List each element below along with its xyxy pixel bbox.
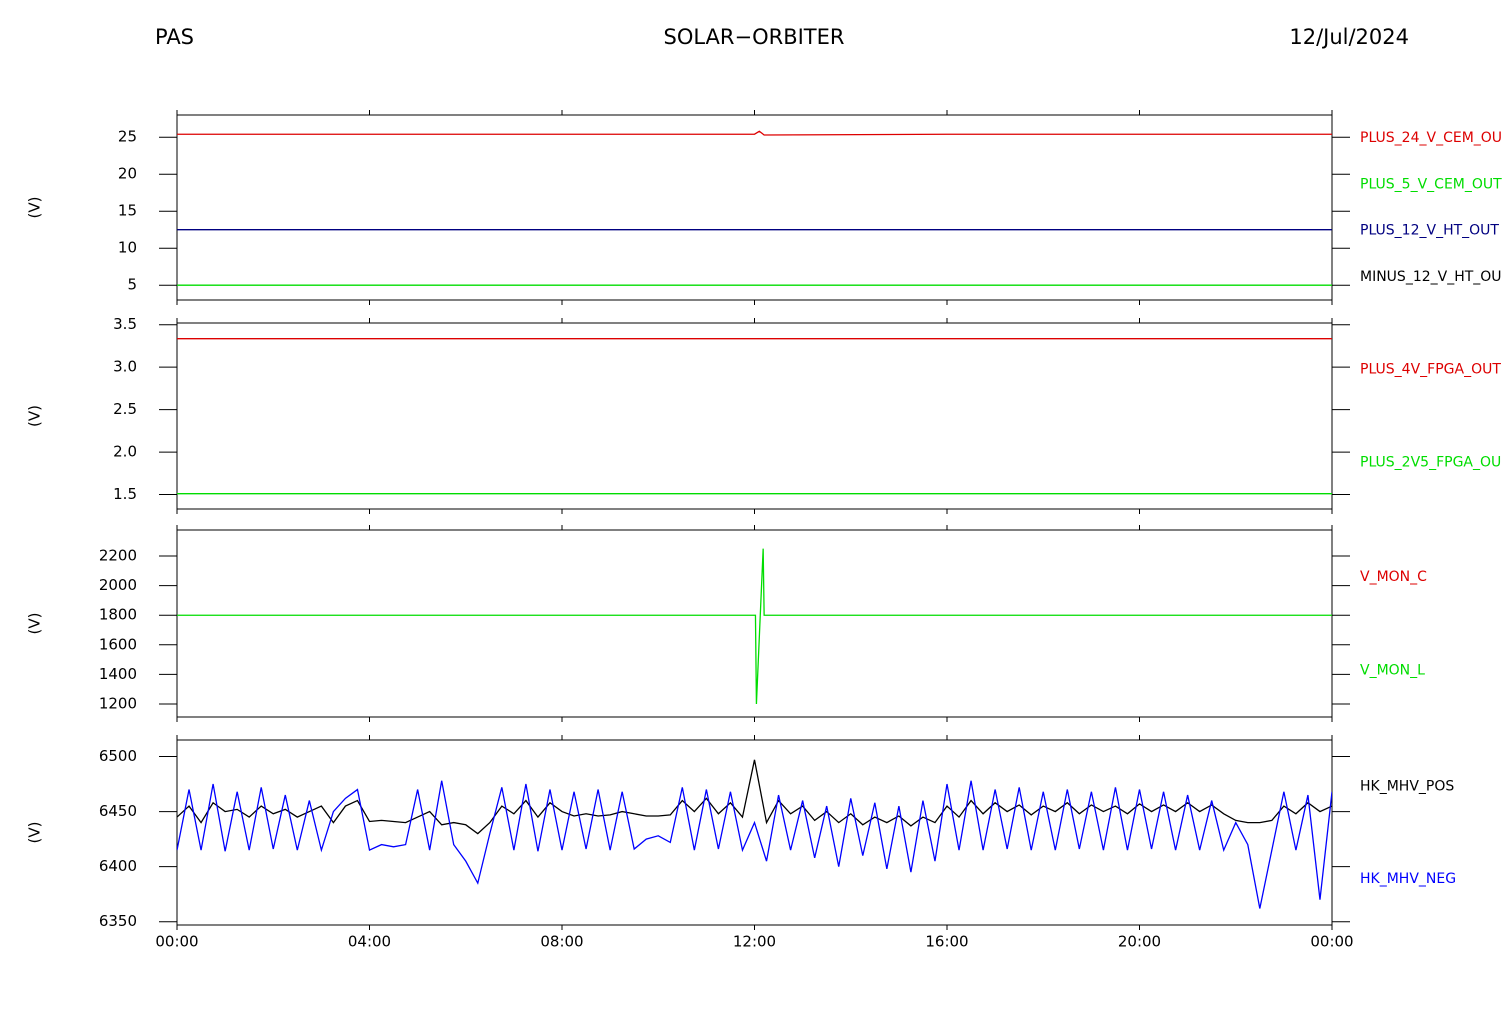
legend-label: MINUS_12_V_HT_OU bbox=[1360, 269, 1502, 285]
x-tick-label: 00:00 bbox=[1310, 933, 1353, 951]
x-tick-label: 00:00 bbox=[155, 933, 198, 951]
x-tick-label: 12:00 bbox=[733, 933, 776, 951]
header-title: SOLAR−ORBITER bbox=[663, 25, 844, 49]
y-tick-label: 5 bbox=[127, 276, 137, 294]
x-tick-label: 16:00 bbox=[925, 933, 968, 951]
y-tick-label: 20 bbox=[118, 165, 137, 183]
y-axis-label: (V) bbox=[26, 613, 44, 635]
y-tick-label: 6450 bbox=[99, 802, 137, 820]
y-tick-label: 2000 bbox=[99, 576, 137, 594]
series-line bbox=[177, 780, 1332, 909]
legend-label: V_MON_C bbox=[1360, 569, 1427, 585]
series-line bbox=[177, 130, 1332, 136]
y-tick-label: 2.0 bbox=[113, 443, 137, 461]
plot-frame bbox=[176, 739, 1333, 926]
plot-frame bbox=[176, 114, 1333, 301]
plot-frame bbox=[176, 322, 1333, 510]
x-tick-label: 04:00 bbox=[348, 933, 391, 951]
series-line bbox=[177, 759, 1332, 835]
x-tick-label: 20:00 bbox=[1118, 933, 1161, 951]
y-tick-label: 3.0 bbox=[113, 358, 137, 376]
y-tick-label: 1800 bbox=[99, 606, 137, 624]
y-tick-label: 1400 bbox=[99, 665, 137, 683]
y-tick-label: 2.5 bbox=[113, 400, 137, 418]
plot-frame bbox=[176, 529, 1333, 718]
y-tick-label: 6400 bbox=[99, 857, 137, 875]
legend-label: V_MON_L bbox=[1360, 662, 1425, 678]
series-line bbox=[177, 548, 1332, 705]
y-tick-label: 3.5 bbox=[113, 315, 137, 333]
y-tick-label: 6350 bbox=[99, 912, 137, 930]
y-tick-label: 1.5 bbox=[113, 485, 137, 503]
legend-label: PLUS_2V5_FPGA_OU bbox=[1360, 455, 1501, 471]
y-axis-label: (V) bbox=[26, 405, 44, 427]
y-tick-label: 1600 bbox=[99, 635, 137, 653]
legend-label: PLUS_24_V_CEM_OU bbox=[1360, 130, 1502, 146]
header-date: 12/Jul/2024 bbox=[1289, 25, 1409, 49]
y-tick-label: 1200 bbox=[99, 694, 137, 712]
header-left: PAS bbox=[155, 25, 194, 49]
legend-label: PLUS_4V_FPGA_OUT bbox=[1360, 362, 1501, 378]
y-tick-label: 25 bbox=[118, 128, 137, 146]
y-tick-label: 15 bbox=[118, 202, 137, 220]
legend-label: HK_MHV_NEG bbox=[1360, 871, 1456, 887]
y-tick-label: 6500 bbox=[99, 747, 137, 765]
y-axis-label: (V) bbox=[26, 822, 44, 844]
y-tick-label: 10 bbox=[118, 239, 137, 257]
x-tick-label: 08:00 bbox=[540, 933, 583, 951]
legend-label: PLUS_12_V_HT_OUT bbox=[1360, 223, 1499, 239]
y-axis-label: (V) bbox=[26, 197, 44, 219]
legend-label: HK_MHV_POS bbox=[1360, 778, 1454, 794]
legend-label: PLUS_5_V_CEM_OUT bbox=[1360, 176, 1502, 192]
y-tick-label: 2200 bbox=[99, 547, 137, 565]
